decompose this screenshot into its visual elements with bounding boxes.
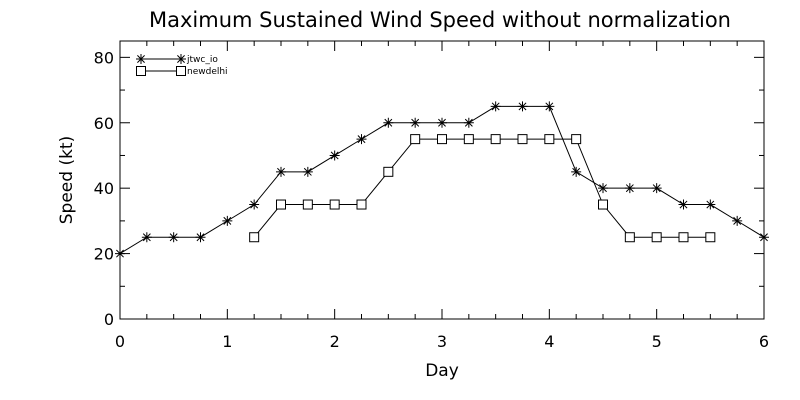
y-axis: 0 20 40 60 80	[94, 48, 764, 329]
data-point	[678, 199, 689, 210]
data-point	[276, 166, 286, 177]
series-line	[119, 105, 765, 255]
data-point	[651, 183, 662, 194]
data-point	[410, 117, 421, 128]
data-point	[249, 199, 260, 210]
x-axis-label: Day	[425, 361, 459, 381]
x-tick-label: 6	[759, 332, 769, 351]
y-tick-label: 80	[94, 48, 114, 67]
chart-title: Maximum Sustained Wind Speed without nor…	[149, 8, 731, 32]
y-tick-label: 0	[104, 310, 114, 329]
data-point	[302, 166, 313, 177]
data-point	[678, 232, 689, 243]
data-point	[222, 215, 233, 226]
legend-label: jtwc_io	[186, 55, 218, 65]
data-point	[329, 150, 340, 161]
data-point	[598, 199, 608, 210]
data-point	[490, 134, 501, 145]
data-point	[249, 232, 260, 243]
plot-area	[119, 40, 765, 320]
data-point	[517, 134, 528, 145]
data-point	[571, 134, 582, 145]
data-point	[705, 199, 716, 210]
x-tick-label: 5	[652, 332, 662, 351]
data-point	[437, 117, 447, 128]
data-point	[517, 101, 528, 112]
data-point	[329, 199, 340, 210]
data-point	[302, 199, 313, 210]
data-point	[141, 232, 152, 243]
data-point	[490, 101, 501, 112]
data-point	[624, 232, 635, 243]
legend-item-newdelhi: newdelhi	[136, 66, 228, 77]
data-point	[383, 117, 394, 128]
y-tick-label: 20	[94, 245, 114, 264]
x-tick-label: 1	[222, 332, 232, 351]
data-point	[356, 199, 367, 210]
data-point	[437, 134, 447, 145]
x-tick-label: 3	[437, 332, 447, 351]
y-axis-label: Speed (kt)	[57, 136, 77, 224]
series-newdelhi	[249, 134, 716, 243]
data-point	[732, 215, 743, 226]
data-point	[168, 232, 179, 243]
x-tick-label: 0	[115, 332, 125, 351]
data-point	[759, 232, 769, 243]
data-point	[115, 248, 125, 259]
x-tick-label: 4	[544, 332, 554, 351]
legend-marker	[136, 66, 146, 76]
legend-marker	[176, 66, 186, 76]
data-point	[651, 232, 662, 243]
data-point	[544, 134, 555, 145]
data-point	[383, 166, 394, 177]
data-point	[705, 232, 716, 243]
y-tick-label: 40	[94, 179, 114, 198]
legend-marker	[176, 54, 186, 64]
data-point	[624, 183, 635, 194]
legend-marker	[136, 54, 146, 64]
data-point	[276, 199, 286, 210]
legend-label: newdelhi	[187, 67, 228, 77]
data-point	[463, 134, 474, 145]
x-axis: 0 1 2 3 4 5 6	[115, 41, 769, 351]
data-point	[195, 232, 206, 243]
series-jtwc_io	[115, 101, 769, 259]
data-point	[571, 166, 582, 177]
x-tick-label: 2	[330, 332, 340, 351]
data-point	[544, 101, 555, 112]
data-point	[410, 134, 421, 145]
data-point	[356, 134, 367, 145]
data-point	[598, 183, 608, 194]
series-layer	[115, 101, 769, 259]
data-point	[463, 117, 474, 128]
y-tick-label: 60	[94, 114, 114, 133]
legend-item-jtwc_io: jtwc_io	[136, 54, 218, 65]
legend: jtwc_io newdelhi	[136, 54, 228, 77]
